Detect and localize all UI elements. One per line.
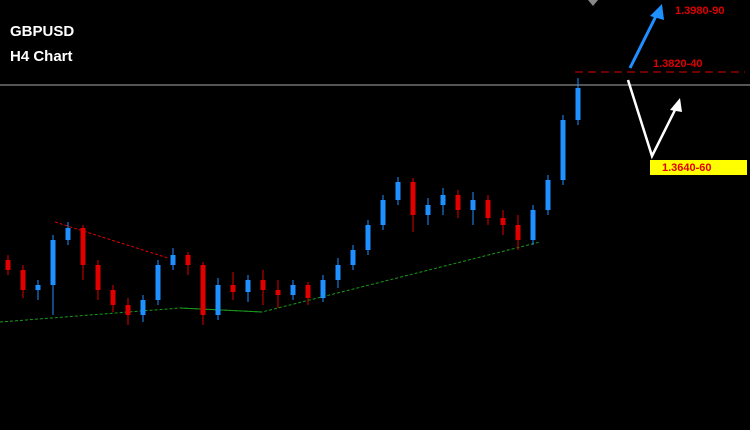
chart-subtitle: H4 Chart (10, 48, 73, 65)
scroll-marker (588, 0, 598, 6)
candle-body (425, 205, 431, 215)
candle-body (560, 120, 566, 180)
candle-body (35, 285, 41, 290)
white-arrow (626, 79, 682, 160)
candle-body (215, 285, 221, 315)
candle-body (50, 240, 56, 285)
candle-body (455, 195, 461, 210)
blue-arrow (628, 4, 664, 69)
candle-body (245, 280, 251, 292)
candle-body (5, 260, 11, 270)
candle-body (260, 280, 266, 290)
candle-body (170, 255, 176, 265)
candle-body (530, 210, 536, 240)
candle-body (275, 290, 281, 295)
candle-body (470, 200, 476, 210)
candle-body (110, 290, 116, 305)
candle-body (290, 285, 296, 295)
candle-body (500, 218, 506, 225)
candle-body (395, 182, 401, 200)
candle-body (485, 200, 491, 218)
candle-body (515, 225, 521, 240)
candle-body (200, 265, 206, 315)
candle-body (20, 270, 26, 290)
candle-body (410, 182, 416, 215)
candle-body (350, 250, 356, 265)
candle-body (155, 265, 161, 300)
candle-body (545, 180, 551, 210)
candle-body (80, 228, 86, 265)
candle-body (575, 88, 581, 120)
label-box (650, 160, 747, 175)
candle-body (185, 255, 191, 265)
annotation: 1.3820-40 (653, 58, 703, 70)
candle-body (335, 265, 341, 280)
candle-body (230, 285, 236, 292)
candle-body (440, 195, 446, 205)
trend-line (179, 307, 263, 313)
candle-body (65, 228, 71, 240)
annotation: 1.3980-90 (675, 5, 725, 17)
candle-body (320, 280, 326, 298)
candle-body (125, 305, 131, 315)
candle-body (380, 200, 386, 225)
chart-title: GBPUSD (10, 23, 74, 40)
candle-body (305, 285, 311, 298)
candle-body (365, 225, 371, 250)
annotation: 1.3640-60 (662, 162, 712, 174)
candle-body (95, 265, 101, 290)
candle-body (140, 300, 146, 315)
